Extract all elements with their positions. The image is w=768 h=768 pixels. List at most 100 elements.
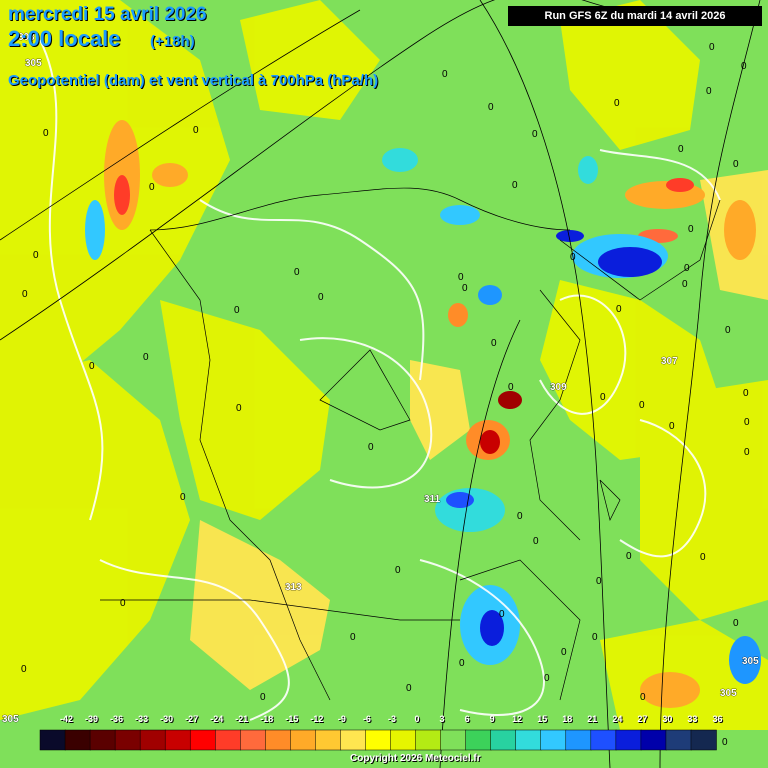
legend-swatch <box>189 729 217 751</box>
svg-text:0: 0 <box>725 325 731 336</box>
svg-text:0: 0 <box>741 61 747 72</box>
svg-text:0: 0 <box>700 552 706 563</box>
legend-swatch <box>365 729 392 751</box>
svg-text:0: 0 <box>592 632 598 643</box>
legend-value: 33 <box>687 714 698 724</box>
legend-value: -6 <box>362 714 371 724</box>
legend-value: -21 <box>235 714 249 724</box>
legend-value: 3 <box>439 714 445 724</box>
svg-text:0: 0 <box>669 421 675 432</box>
legend-swatch <box>440 729 467 751</box>
legend-swatch <box>265 729 292 751</box>
svg-text:0: 0 <box>442 69 448 80</box>
legend-value: -33 <box>135 714 149 724</box>
svg-text:0: 0 <box>744 447 750 458</box>
svg-text:0: 0 <box>350 632 356 643</box>
svg-text:303: 303 <box>18 32 35 43</box>
svg-text:0: 0 <box>459 658 465 669</box>
svg-text:0: 0 <box>458 272 464 283</box>
legend-value: 21 <box>587 714 598 724</box>
svg-text:0: 0 <box>616 304 622 315</box>
legend-swatch <box>490 729 517 751</box>
svg-text:305: 305 <box>720 688 737 699</box>
svg-text:0: 0 <box>406 683 412 694</box>
legend-value: -3 <box>387 714 396 724</box>
svg-text:0: 0 <box>499 609 505 620</box>
borders <box>100 187 721 701</box>
legend-swatch <box>89 729 116 751</box>
legend-value: -27 <box>185 714 199 724</box>
svg-text:0: 0 <box>706 86 712 97</box>
svg-text:0: 0 <box>744 417 750 428</box>
legend-value: 18 <box>562 714 573 724</box>
legend-swatch <box>390 729 417 751</box>
color-legend <box>39 729 717 751</box>
svg-text:0: 0 <box>89 361 95 372</box>
svg-text:0: 0 <box>368 442 374 453</box>
zero-lines <box>39 39 721 721</box>
legend-swatch <box>240 729 267 751</box>
legend-value: 15 <box>537 714 548 724</box>
legend-swatch <box>39 729 66 751</box>
svg-text:309: 309 <box>550 382 567 393</box>
legend-value: 36 <box>712 714 723 724</box>
svg-text:0: 0 <box>533 536 539 547</box>
legend-swatch <box>215 729 242 751</box>
svg-text:0: 0 <box>491 338 497 349</box>
svg-text:0: 0 <box>143 352 149 363</box>
svg-text:0: 0 <box>600 392 606 403</box>
legend-swatch <box>615 729 642 751</box>
svg-text:0: 0 <box>544 673 550 684</box>
legend-value: -12 <box>310 714 324 724</box>
svg-text:0: 0 <box>743 388 749 399</box>
svg-text:305: 305 <box>742 656 759 667</box>
legend-swatch <box>540 729 567 751</box>
svg-text:0: 0 <box>260 692 266 703</box>
zero-labels: 0 0 0 0 0 0 0 0 0 0 0 0 0 0 0 0 0 0 0 0 … <box>21 42 750 748</box>
svg-text:0: 0 <box>294 267 300 278</box>
legend-swatch <box>340 729 367 751</box>
legend-value: -15 <box>285 714 299 724</box>
legend-value: 6 <box>464 714 470 724</box>
svg-text:0: 0 <box>236 403 242 414</box>
legend-value: 12 <box>512 714 523 724</box>
svg-text:0: 0 <box>488 102 494 113</box>
svg-text:0: 0 <box>462 283 468 294</box>
svg-text:0: 0 <box>733 618 739 629</box>
legend-value: 27 <box>637 714 648 724</box>
legend-swatch <box>565 729 592 751</box>
svg-text:0: 0 <box>517 511 523 522</box>
legend-value: -30 <box>160 714 174 724</box>
legend-value: -18 <box>260 714 274 724</box>
svg-text:0: 0 <box>614 98 620 109</box>
svg-text:0: 0 <box>596 576 602 587</box>
svg-text:0: 0 <box>733 159 739 170</box>
legend-swatch <box>290 729 317 751</box>
svg-text:0: 0 <box>684 263 690 274</box>
forecast-time: 2:00 locale <box>8 26 121 51</box>
svg-text:0: 0 <box>688 224 694 235</box>
svg-text:0: 0 <box>234 305 240 316</box>
svg-text:305: 305 <box>25 58 42 69</box>
legend-value: -9 <box>337 714 346 724</box>
svg-text:0: 0 <box>43 128 49 139</box>
svg-text:0: 0 <box>678 144 684 155</box>
forecast-date: mercredi 15 avril 2026 <box>8 4 207 25</box>
legend-value: 9 <box>489 714 495 724</box>
map-subtitle: Geopotentiel (dam) et vent vertical à 70… <box>8 72 379 89</box>
svg-text:0: 0 <box>639 400 645 411</box>
warm-spots <box>104 120 756 708</box>
legend-value: 30 <box>662 714 673 724</box>
legend-value: -42 <box>60 714 74 724</box>
legend-swatch <box>139 729 166 751</box>
legend-value: 0 <box>414 714 420 724</box>
legend-swatch <box>415 729 442 751</box>
legend-swatch <box>114 729 141 751</box>
legend-swatch <box>515 729 542 751</box>
legend-value: 24 <box>612 714 623 724</box>
svg-text:0: 0 <box>709 42 715 53</box>
legend-swatch <box>690 729 717 751</box>
svg-text:0: 0 <box>532 129 538 140</box>
